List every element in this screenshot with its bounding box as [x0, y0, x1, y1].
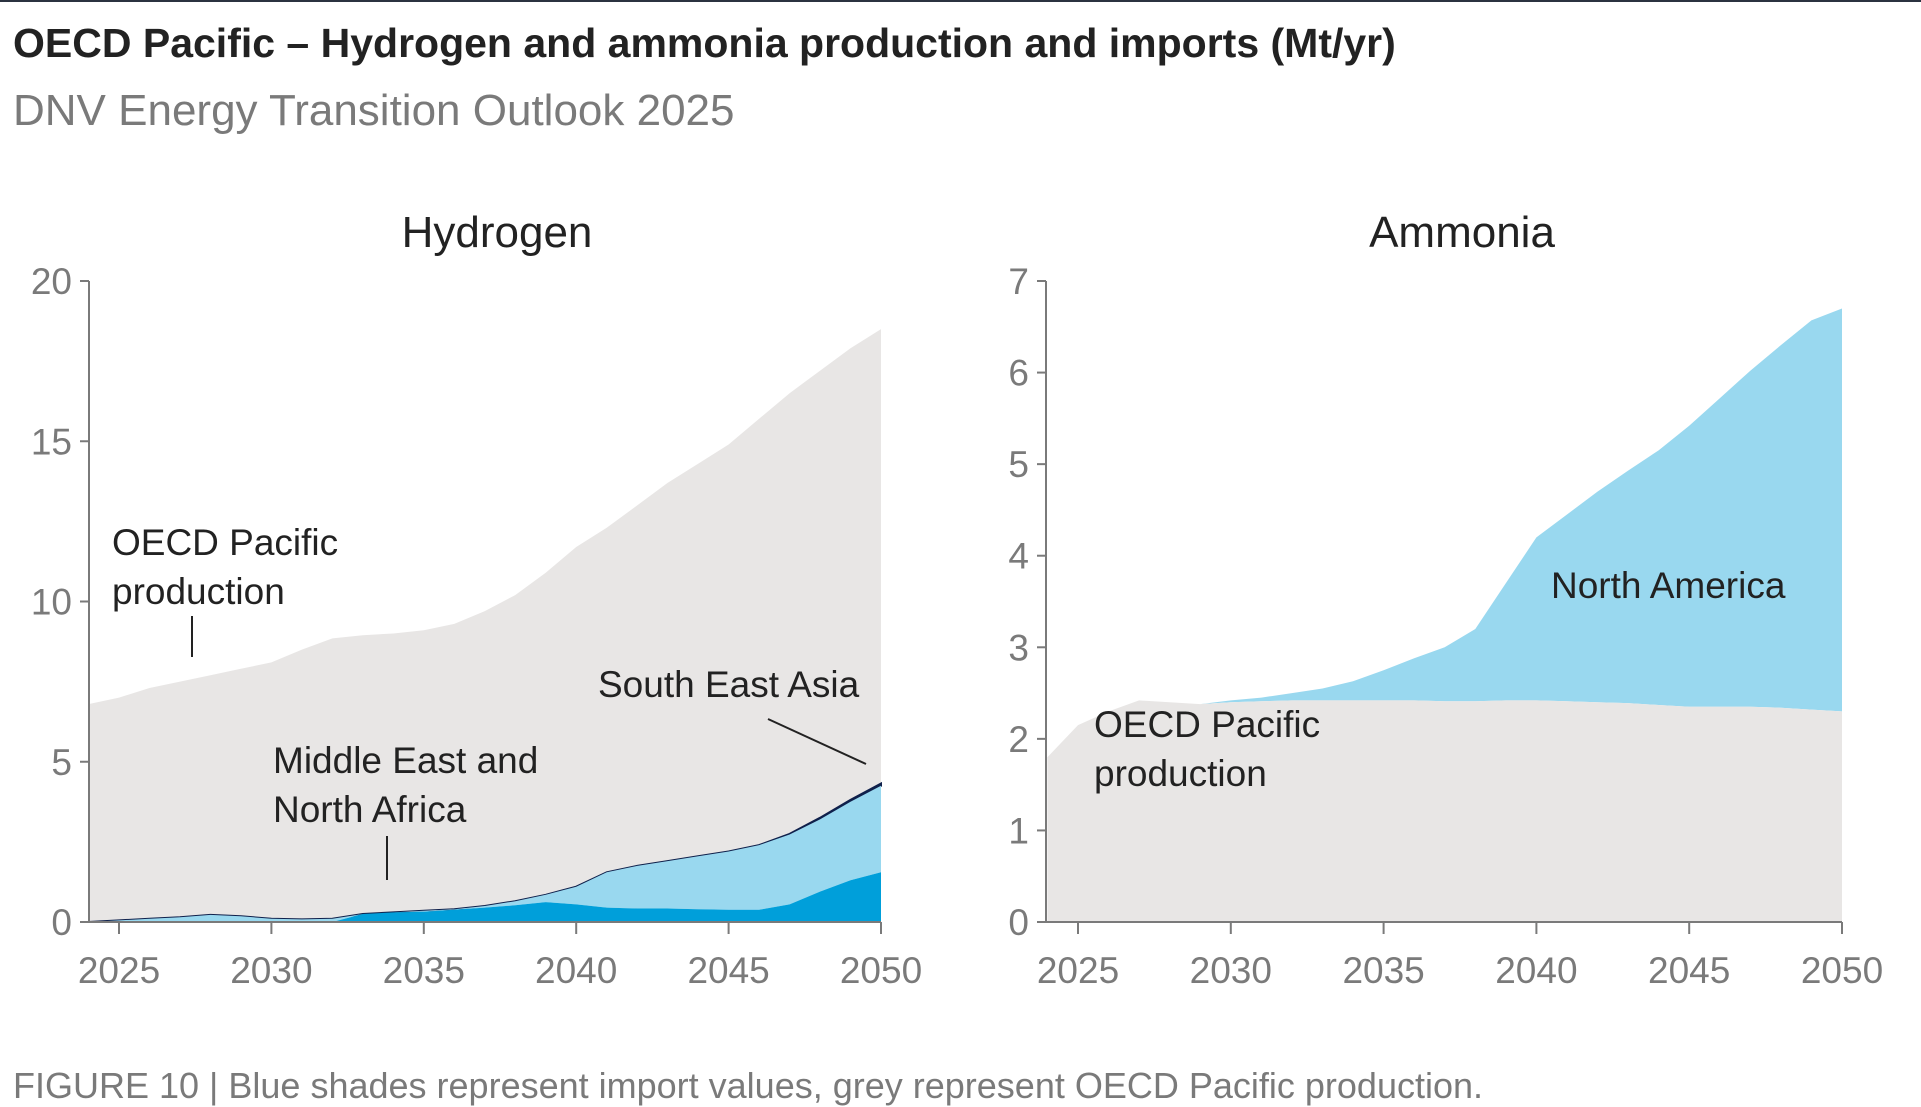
label-line: production — [112, 571, 285, 612]
area-mena — [88, 872, 881, 922]
y-tick-label: 5 — [51, 742, 72, 783]
x-tick-label: 2045 — [687, 950, 769, 991]
label-oecd-production-ammonia: OECD Pacific production — [1094, 704, 1320, 794]
y-tick-label: 2 — [1008, 719, 1029, 760]
label-line: Middle East and — [273, 740, 538, 781]
x-tick-label: 2050 — [1801, 950, 1883, 991]
x-tick-label: 2040 — [535, 950, 617, 991]
x-tick-label: 2050 — [840, 950, 922, 991]
y-tick-label: 10 — [31, 582, 72, 623]
top-rule — [0, 0, 1921, 2]
leader-line — [767, 718, 867, 765]
x-tick-label: 2025 — [78, 950, 160, 991]
y-tick-label: 5 — [1008, 444, 1029, 485]
x-tick-label: 2035 — [1342, 950, 1424, 991]
label-south-east-asia: South East Asia — [598, 664, 860, 705]
y-tick-label: 20 — [31, 261, 72, 302]
area-prod — [88, 329, 881, 923]
ammonia-panel-title: Ammonia — [1369, 208, 1555, 257]
y-tick-label: 4 — [1008, 536, 1029, 577]
y-tick-label: 0 — [1008, 902, 1029, 943]
y-tick-label: 3 — [1008, 627, 1029, 668]
label-line: North Africa — [273, 789, 467, 830]
figure-caption: FIGURE 10 | Blue shades represent import… — [13, 1065, 1484, 1106]
chart-subtitle: DNV Energy Transition Outlook 2025 — [13, 86, 735, 135]
x-tick-label: 2040 — [1495, 950, 1577, 991]
y-tick-label: 6 — [1008, 353, 1029, 394]
ammonia-panel: 0 1 2 3 4 5 6 7 2025 2030 2035 2040 2045 2050 — [1008, 261, 1883, 991]
area-other — [88, 785, 881, 922]
area-sea — [88, 781, 882, 923]
hydrogen-panel: 0 5 10 15 20 2025 2030 2035 2040 2045 2050 — [31, 261, 922, 991]
label-mena: Middle East and North Africa — [273, 740, 538, 830]
x-tick-label: 2030 — [230, 950, 312, 991]
x-tick-label: 2025 — [1037, 950, 1119, 991]
x-tick-label: 2030 — [1190, 950, 1272, 991]
label-line: OECD Pacific — [1094, 704, 1320, 745]
y-tick-label: 1 — [1008, 810, 1029, 851]
label-line: OECD Pacific — [112, 522, 338, 563]
y-tick-label: 15 — [31, 421, 72, 462]
label-north-america: North America — [1551, 565, 1786, 606]
x-tick-label: 2045 — [1648, 950, 1730, 991]
x-tick-label: 2035 — [383, 950, 465, 991]
y-tick-label: 7 — [1008, 261, 1029, 302]
area-na — [1047, 308, 1842, 758]
label-line: production — [1094, 753, 1267, 794]
area-prod — [1047, 700, 1842, 922]
chart-title: OECD Pacific – Hydrogen and ammonia prod… — [13, 20, 1396, 66]
hydrogen-panel-title: Hydrogen — [402, 208, 593, 257]
y-tick-label: 0 — [51, 902, 72, 943]
label-oecd-production-hydrogen: OECD Pacific production — [112, 522, 338, 612]
